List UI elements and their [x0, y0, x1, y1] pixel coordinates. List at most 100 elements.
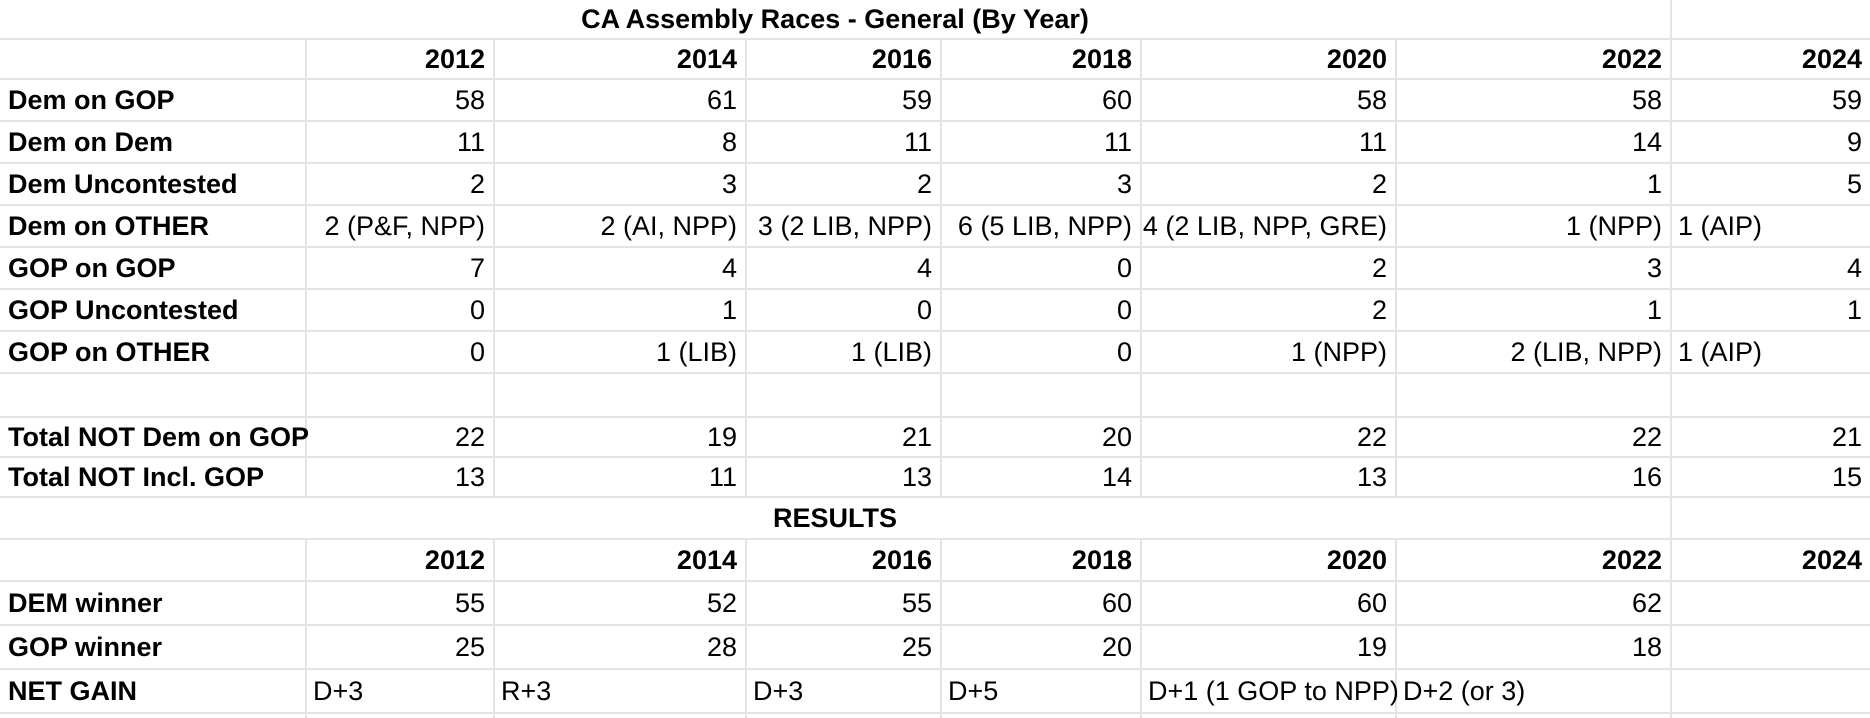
- data-cell[interactable]: 20: [942, 418, 1142, 456]
- data-cell[interactable]: 62: [1397, 582, 1672, 624]
- data-cell[interactable]: 3: [1397, 248, 1672, 288]
- data-cell[interactable]: [1672, 626, 1870, 668]
- row-label-cell[interactable]: GOP on GOP: [0, 248, 307, 288]
- empty-cell[interactable]: [495, 714, 747, 718]
- title-row-side-cell[interactable]: [1672, 0, 1870, 38]
- data-cell[interactable]: 25: [747, 626, 942, 668]
- data-cell[interactable]: 11: [307, 122, 495, 162]
- data-cell[interactable]: D+5: [942, 670, 1142, 712]
- data-cell[interactable]: 22: [1397, 418, 1672, 456]
- data-cell[interactable]: 60: [1142, 582, 1397, 624]
- empty-cell[interactable]: [942, 714, 1142, 718]
- year-header-cell[interactable]: 2018: [942, 40, 1142, 78]
- data-cell[interactable]: [1672, 582, 1870, 624]
- row-label-cell[interactable]: Dem on GOP: [0, 80, 307, 120]
- row-label-cell[interactable]: Total NOT Dem on GOP: [0, 418, 309, 456]
- results-row-side-cell[interactable]: [1672, 498, 1870, 538]
- data-cell[interactable]: 2: [747, 164, 942, 204]
- row-label-cell[interactable]: GOP on OTHER: [0, 332, 307, 372]
- data-cell[interactable]: 0: [307, 290, 495, 330]
- empty-cell[interactable]: [0, 714, 307, 718]
- data-cell[interactable]: 3 (2 LIB, NPP): [747, 206, 942, 246]
- data-cell[interactable]: 2 (LIB, NPP): [1397, 332, 1672, 372]
- data-cell[interactable]: 0: [942, 248, 1142, 288]
- data-cell[interactable]: D+2 (or 3): [1397, 670, 1672, 712]
- data-cell[interactable]: [1672, 374, 1870, 416]
- data-cell[interactable]: 5: [1846, 168, 1862, 199]
- corner-empty-cell[interactable]: [0, 40, 307, 78]
- data-cell[interactable]: 19: [1142, 626, 1397, 668]
- data-cell[interactable]: 59: [747, 80, 942, 120]
- data-cell[interactable]: 1: [1397, 164, 1672, 204]
- data-cell[interactable]: 15: [1831, 461, 1862, 492]
- data-cell[interactable]: [1397, 374, 1672, 416]
- year-header-cell[interactable]: 2012: [307, 540, 495, 580]
- data-cell[interactable]: 55: [747, 582, 942, 624]
- data-cell[interactable]: D+3: [747, 670, 942, 712]
- data-cell[interactable]: 4: [1846, 252, 1862, 283]
- data-cell[interactable]: 1 (NPP): [1397, 206, 1672, 246]
- data-cell[interactable]: 7: [307, 248, 495, 288]
- data-cell[interactable]: 6 (5 LIB, NPP): [942, 206, 1142, 246]
- data-cell[interactable]: [747, 374, 942, 416]
- data-cell[interactable]: 61: [495, 80, 747, 120]
- data-cell[interactable]: 14: [942, 458, 1142, 496]
- data-cell[interactable]: 1: [495, 290, 747, 330]
- data-cell[interactable]: 21: [747, 418, 942, 456]
- data-cell[interactable]: 28: [495, 626, 747, 668]
- data-cell[interactable]: 58: [307, 80, 495, 120]
- data-cell[interactable]: 4: [747, 248, 942, 288]
- year-header-cell[interactable]: 2014: [495, 540, 747, 580]
- data-cell[interactable]: 2: [1142, 248, 1397, 288]
- data-cell[interactable]: 58: [1142, 80, 1397, 120]
- data-cell[interactable]: 0: [942, 290, 1142, 330]
- data-cell[interactable]: 25: [307, 626, 495, 668]
- data-cell[interactable]: 18: [1397, 626, 1672, 668]
- data-cell[interactable]: R+3: [495, 670, 747, 712]
- data-cell[interactable]: 16: [1397, 458, 1672, 496]
- data-cell[interactable]: 2 (P&F, NPP): [307, 206, 495, 246]
- data-cell[interactable]: 2: [307, 164, 495, 204]
- row-label-cell[interactable]: Total NOT Incl. GOP: [0, 458, 307, 496]
- data-cell[interactable]: 58: [1397, 80, 1672, 120]
- empty-cell[interactable]: [307, 714, 495, 718]
- row-label-cell[interactable]: DEM winner: [0, 582, 307, 624]
- data-cell[interactable]: 2 (AI, NPP): [495, 206, 747, 246]
- year-header-cell[interactable]: 2022: [1397, 540, 1672, 580]
- data-cell[interactable]: 11: [495, 458, 747, 496]
- data-cell[interactable]: 21: [1831, 421, 1862, 452]
- data-cell[interactable]: 22: [307, 418, 495, 456]
- data-cell[interactable]: 13: [1142, 458, 1397, 496]
- empty-cell[interactable]: [1397, 714, 1672, 718]
- corner-empty-cell[interactable]: [0, 540, 307, 580]
- data-cell[interactable]: 11: [942, 122, 1142, 162]
- data-cell[interactable]: 4 (2 LIB, NPP, GRE): [1142, 206, 1397, 246]
- year-header-cell[interactable]: 2024: [1801, 544, 1862, 575]
- row-label-cell[interactable]: NET GAIN: [0, 670, 307, 712]
- data-cell[interactable]: 2: [1142, 290, 1397, 330]
- row-label-cell[interactable]: GOP Uncontested: [0, 290, 307, 330]
- data-cell[interactable]: 9: [1846, 126, 1862, 157]
- empty-cell[interactable]: [1672, 714, 1870, 718]
- data-cell[interactable]: 1: [1397, 290, 1672, 330]
- data-cell[interactable]: 1 (AIP): [1678, 336, 1763, 367]
- year-header-cell[interactable]: 2020: [1142, 40, 1397, 78]
- data-cell[interactable]: 1 (NPP): [1142, 332, 1397, 372]
- data-cell[interactable]: 13: [747, 458, 942, 496]
- year-header-cell[interactable]: 2024: [1801, 43, 1862, 74]
- data-cell[interactable]: 3: [942, 164, 1142, 204]
- data-cell[interactable]: 14: [1397, 122, 1672, 162]
- data-cell[interactable]: 8: [495, 122, 747, 162]
- data-cell[interactable]: [307, 374, 495, 416]
- year-header-cell[interactable]: 2022: [1397, 40, 1672, 78]
- year-header-cell[interactable]: 2018: [942, 540, 1142, 580]
- data-cell[interactable]: 3: [495, 164, 747, 204]
- results-header-cell[interactable]: RESULTS: [0, 498, 1672, 538]
- year-header-cell[interactable]: 2014: [495, 40, 747, 78]
- empty-cell[interactable]: [1142, 714, 1397, 718]
- data-cell[interactable]: 11: [747, 122, 942, 162]
- data-cell[interactable]: 13: [307, 458, 495, 496]
- data-cell[interactable]: 22: [1142, 418, 1397, 456]
- data-cell[interactable]: 0: [942, 332, 1142, 372]
- empty-cell[interactable]: [747, 714, 942, 718]
